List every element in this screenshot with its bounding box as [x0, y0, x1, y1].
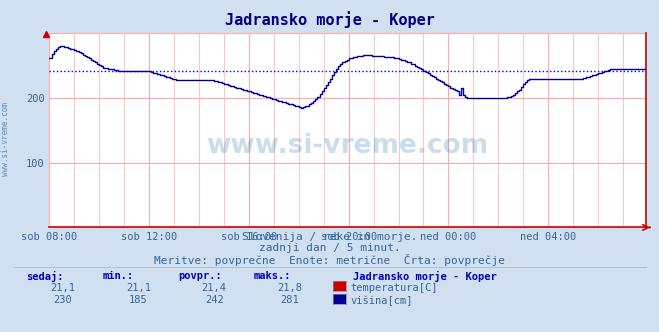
- Text: povpr.:: povpr.:: [178, 271, 221, 281]
- Text: maks.:: maks.:: [254, 271, 291, 281]
- Text: 21,4: 21,4: [202, 283, 227, 293]
- Text: Slovenija / reke in morje.: Slovenija / reke in morje.: [242, 232, 417, 242]
- Text: temperatura[C]: temperatura[C]: [351, 283, 438, 293]
- Text: min.:: min.:: [102, 271, 133, 281]
- Text: Jadransko morje - Koper: Jadransko morje - Koper: [353, 271, 496, 282]
- Text: 242: 242: [205, 295, 223, 305]
- Text: 21,1: 21,1: [50, 283, 75, 293]
- Text: 230: 230: [53, 295, 72, 305]
- Text: 281: 281: [281, 295, 299, 305]
- Text: 185: 185: [129, 295, 148, 305]
- Text: višina[cm]: višina[cm]: [351, 295, 413, 306]
- Text: Meritve: povprečne  Enote: metrične  Črta: povprečje: Meritve: povprečne Enote: metrične Črta:…: [154, 254, 505, 266]
- Text: 21,8: 21,8: [277, 283, 302, 293]
- Text: www.si-vreme.com: www.si-vreme.com: [1, 103, 11, 176]
- Text: zadnji dan / 5 minut.: zadnji dan / 5 minut.: [258, 243, 401, 253]
- Text: Jadransko morje - Koper: Jadransko morje - Koper: [225, 12, 434, 29]
- Text: www.si-vreme.com: www.si-vreme.com: [206, 133, 489, 159]
- Text: sedaj:: sedaj:: [26, 271, 64, 282]
- Text: 21,1: 21,1: [126, 283, 151, 293]
